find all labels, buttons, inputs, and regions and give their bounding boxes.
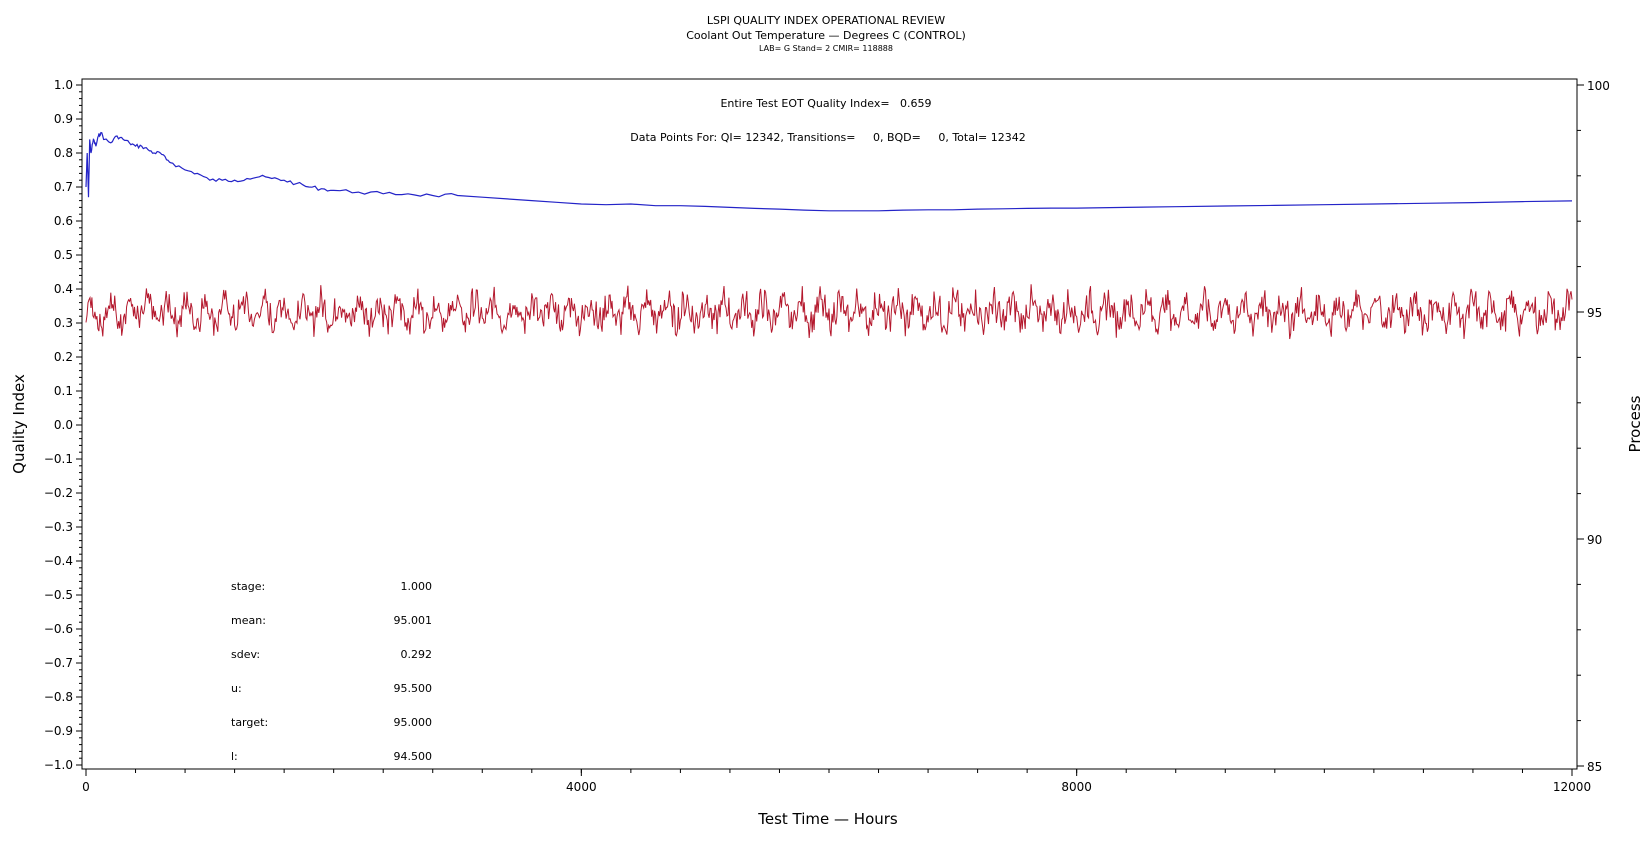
x-tick-label: 4000 bbox=[566, 780, 597, 794]
left-tick-label: 0.5 bbox=[54, 248, 73, 262]
left-tick-label: 0.0 bbox=[54, 418, 73, 432]
stat-label: l: bbox=[231, 750, 238, 763]
left-tick-label: 0.2 bbox=[54, 350, 73, 364]
process-series-line bbox=[85, 284, 1573, 340]
qi-annotation: Entire Test EOT Quality Index= 0.659 bbox=[720, 97, 931, 110]
left-tick-label: 1.0 bbox=[54, 78, 73, 92]
y-axis-right-label: Process bbox=[1626, 395, 1644, 452]
stat-value: 94.500 bbox=[394, 750, 433, 763]
stat-label: sdev: bbox=[231, 648, 260, 661]
stat-value: 95.500 bbox=[394, 682, 433, 695]
stat-value: 95.001 bbox=[394, 614, 433, 627]
left-tick-label: −0.3 bbox=[44, 520, 73, 534]
stat-label: stage: bbox=[231, 580, 265, 593]
x-tick-label: 0 bbox=[82, 780, 90, 794]
chart-subtitle-2: LAB= G Stand= 2 CMIR= 118888 bbox=[759, 44, 893, 53]
left-tick-label: 0.1 bbox=[54, 384, 73, 398]
chart-subtitle: Coolant Out Temperature — Degrees C (CON… bbox=[686, 29, 966, 42]
left-tick-label: −0.9 bbox=[44, 724, 73, 738]
right-tick-label: 90 bbox=[1587, 533, 1602, 547]
stat-label: u: bbox=[231, 682, 242, 695]
left-tick-label: −0.2 bbox=[44, 486, 73, 500]
stat-value: 95.000 bbox=[394, 716, 433, 729]
left-tick-label: 0.8 bbox=[54, 146, 73, 160]
right-axis: 100 95 90 85 bbox=[1577, 79, 1610, 774]
left-tick-label: −0.8 bbox=[44, 690, 73, 704]
right-tick-label: 100 bbox=[1587, 79, 1610, 93]
x-tick-label: 12000 bbox=[1553, 780, 1591, 794]
stats-block: stage: 1.000 mean: 95.001 sdev: 0.292 u: 95.500… bbox=[231, 580, 432, 763]
stat-label: mean: bbox=[231, 614, 266, 627]
quality-index-series-line bbox=[85, 131, 1573, 212]
x-tick-label: 8000 bbox=[1061, 780, 1092, 794]
stat-value: 0.292 bbox=[401, 648, 433, 661]
left-tick-label: −1.0 bbox=[44, 758, 73, 772]
x-axis-label: Test Time — Hours bbox=[757, 810, 898, 828]
left-tick-label: −0.7 bbox=[44, 656, 73, 670]
plot-frame bbox=[81, 78, 1578, 770]
left-tick-label: 0.4 bbox=[54, 282, 73, 296]
left-axis: 1.0 0.9 0.8 0.7 0.6 0.5 0.4 0.3 0.2 0.1 0.0 −0.1 −0.… bbox=[44, 78, 82, 772]
left-tick-label: 0.3 bbox=[54, 316, 73, 330]
left-tick-label: −0.5 bbox=[44, 588, 73, 602]
stat-label: target: bbox=[231, 716, 268, 729]
chart-title: LSPI QUALITY INDEX OPERATIONAL REVIEW bbox=[707, 14, 945, 27]
left-tick-label: 0.7 bbox=[54, 180, 73, 194]
points-annotation: Data Points For: QI= 12342, Transitions=… bbox=[630, 131, 1025, 144]
left-tick-label: 0.9 bbox=[54, 112, 73, 126]
x-axis: 0 4000 8000 12000 bbox=[82, 769, 1591, 794]
y-axis-left-label: Quality Index bbox=[10, 374, 28, 474]
left-tick-label: −0.6 bbox=[44, 622, 73, 636]
left-tick-label: −0.1 bbox=[44, 452, 73, 466]
stat-value: 1.000 bbox=[401, 580, 433, 593]
left-tick-label: −0.4 bbox=[44, 554, 73, 568]
left-tick-label: 0.6 bbox=[54, 214, 73, 228]
right-tick-label: 95 bbox=[1587, 306, 1602, 320]
right-tick-label: 85 bbox=[1587, 760, 1602, 774]
